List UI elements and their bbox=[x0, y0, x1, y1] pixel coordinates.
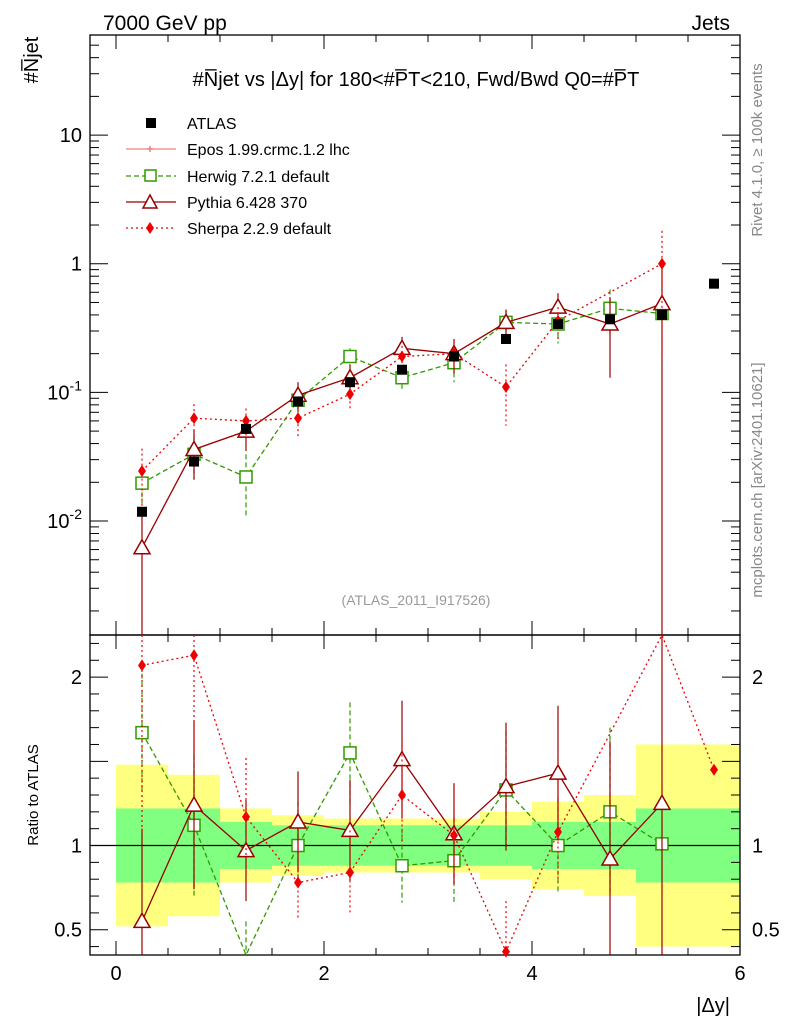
category-label: Jets bbox=[691, 12, 730, 35]
series-line bbox=[141, 307, 663, 484]
legend-entry-epos: Epos 1.99.crmc.1.2 lhc bbox=[126, 142, 350, 159]
series-marker bbox=[343, 349, 357, 364]
legend-marker-atlas bbox=[146, 118, 156, 128]
ratio-marker bbox=[554, 826, 562, 839]
atlas-data-point bbox=[605, 314, 615, 325]
ratio-marker bbox=[398, 789, 406, 801]
ratio-y-axis-label: Ratio to ATLAS bbox=[25, 744, 42, 845]
main-y-axis-label: #N̅jet bbox=[20, 36, 43, 83]
atlas-data-point bbox=[501, 333, 511, 344]
atlas-data-point bbox=[293, 396, 303, 407]
plot-title: #N̅jet vs |Δy| for 180<#P̅T<210, Fwd/Bwd… bbox=[193, 68, 640, 91]
atlas-data-point bbox=[449, 351, 459, 362]
series-marker bbox=[239, 470, 253, 484]
series-pythia-main bbox=[141, 264, 663, 635]
ratio-marker bbox=[343, 746, 357, 760]
x-tick-label: 6 bbox=[734, 963, 745, 985]
ratio-line bbox=[141, 633, 715, 954]
atlas-data-point bbox=[137, 506, 147, 517]
main-y-tick-label: 10-2 bbox=[47, 506, 82, 533]
series-marker bbox=[184, 439, 204, 457]
ratio-marker bbox=[395, 858, 409, 873]
ratio-y-tick-label: 0.5 bbox=[752, 920, 780, 942]
main-y-tick-label: 1 bbox=[71, 254, 82, 276]
legend-label-herwig: Herwig 7.2.1 default bbox=[187, 169, 330, 186]
ratio-marker bbox=[450, 829, 458, 842]
atlas-data-point bbox=[657, 309, 667, 320]
x-tick-label: 0 bbox=[110, 963, 121, 985]
ratio-y-tick-label: 2 bbox=[71, 667, 82, 689]
series-marker bbox=[398, 350, 406, 363]
legend-entry-pythia: Pythia 6.428 370 bbox=[126, 193, 307, 212]
mcplots-label: mcplots.cern.ch [arXiv:2401.10621] bbox=[749, 362, 766, 597]
main-y-tick-label: 10 bbox=[60, 125, 82, 147]
ratio-marker bbox=[288, 812, 308, 829]
legend-label-pythia: Pythia 6.428 370 bbox=[187, 195, 307, 212]
atlas-data-point bbox=[553, 319, 563, 330]
ratio-y-tick-label: 1 bbox=[71, 836, 82, 858]
legend-entry-herwig: Herwig 7.2.1 default bbox=[126, 169, 330, 186]
series-marker bbox=[502, 381, 510, 394]
ratio-marker bbox=[242, 810, 250, 823]
legend-label-atlas: ATLAS bbox=[187, 116, 237, 133]
ratio-marker bbox=[496, 777, 516, 794]
series-marker bbox=[658, 257, 666, 270]
x-tick-label: 4 bbox=[526, 963, 537, 985]
series-herwig-main bbox=[141, 289, 663, 516]
ratio-marker bbox=[600, 849, 620, 866]
ratio-marker bbox=[502, 945, 510, 958]
analysis-tag: (ATLAS_2011_I917526) bbox=[342, 592, 491, 608]
series-line bbox=[141, 263, 663, 472]
atlas-data-point bbox=[709, 278, 719, 289]
series-marker bbox=[548, 297, 568, 314]
series-marker bbox=[190, 412, 198, 425]
main-y-tick-label: 10-1 bbox=[47, 377, 82, 404]
legend-label-epos: Epos 1.99.crmc.1.2 lhc bbox=[187, 142, 350, 159]
ratio-marker bbox=[548, 763, 568, 780]
atlas-data-point bbox=[397, 364, 407, 375]
x-tick-label: 2 bbox=[318, 963, 329, 985]
ratio-marker bbox=[652, 793, 672, 811]
ratio-line bbox=[141, 732, 663, 957]
series-marker bbox=[138, 464, 146, 477]
ratio-marker bbox=[392, 750, 412, 767]
ratio-marker bbox=[710, 763, 718, 776]
legend: ATLAS Epos 1.99.crmc.1.2 lhc Herwig 7.2.… bbox=[126, 116, 350, 238]
legend-marker-herwig bbox=[144, 169, 157, 182]
series-marker bbox=[496, 312, 516, 330]
legend-marker-pythia bbox=[141, 193, 159, 209]
atlas-data-point bbox=[241, 423, 251, 434]
series-marker bbox=[294, 412, 302, 425]
chart-layer: 0 2 4 6 10-2 10-1 1 10 0.5 0.5 1 1 2 2 bbox=[47, 34, 780, 985]
legend-label-sherpa: Sherpa 2.2.9 default bbox=[187, 221, 332, 238]
ratio-y-tick-label: 2 bbox=[752, 667, 763, 689]
legend-marker-sherpa bbox=[146, 222, 154, 234]
ratio-marker bbox=[346, 866, 354, 879]
legend-entry-sherpa: Sherpa 2.2.9 default bbox=[126, 221, 332, 238]
ratio-y-tick-label: 0.5 bbox=[54, 920, 82, 942]
ratio-y-tick-label: 1 bbox=[752, 836, 763, 858]
x-axis-label: |Δy| bbox=[696, 995, 730, 1017]
collision-label: 7000 GeV pp bbox=[103, 12, 227, 35]
ratio-marker bbox=[190, 649, 198, 662]
atlas-data-point bbox=[189, 456, 199, 467]
ratio-marker bbox=[138, 659, 146, 672]
atlas-data-point bbox=[345, 377, 355, 388]
rivet-version-label: Rivet 4.1.0, ≥ 100k events bbox=[749, 63, 766, 236]
series-marker bbox=[132, 538, 152, 555]
ratio-marker bbox=[184, 795, 204, 812]
ratio-marker bbox=[294, 876, 302, 889]
legend-marker-epos bbox=[147, 146, 153, 152]
series-marker bbox=[346, 388, 354, 401]
ratio-marker bbox=[132, 911, 152, 929]
legend-entry-atlas: ATLAS bbox=[146, 116, 237, 133]
